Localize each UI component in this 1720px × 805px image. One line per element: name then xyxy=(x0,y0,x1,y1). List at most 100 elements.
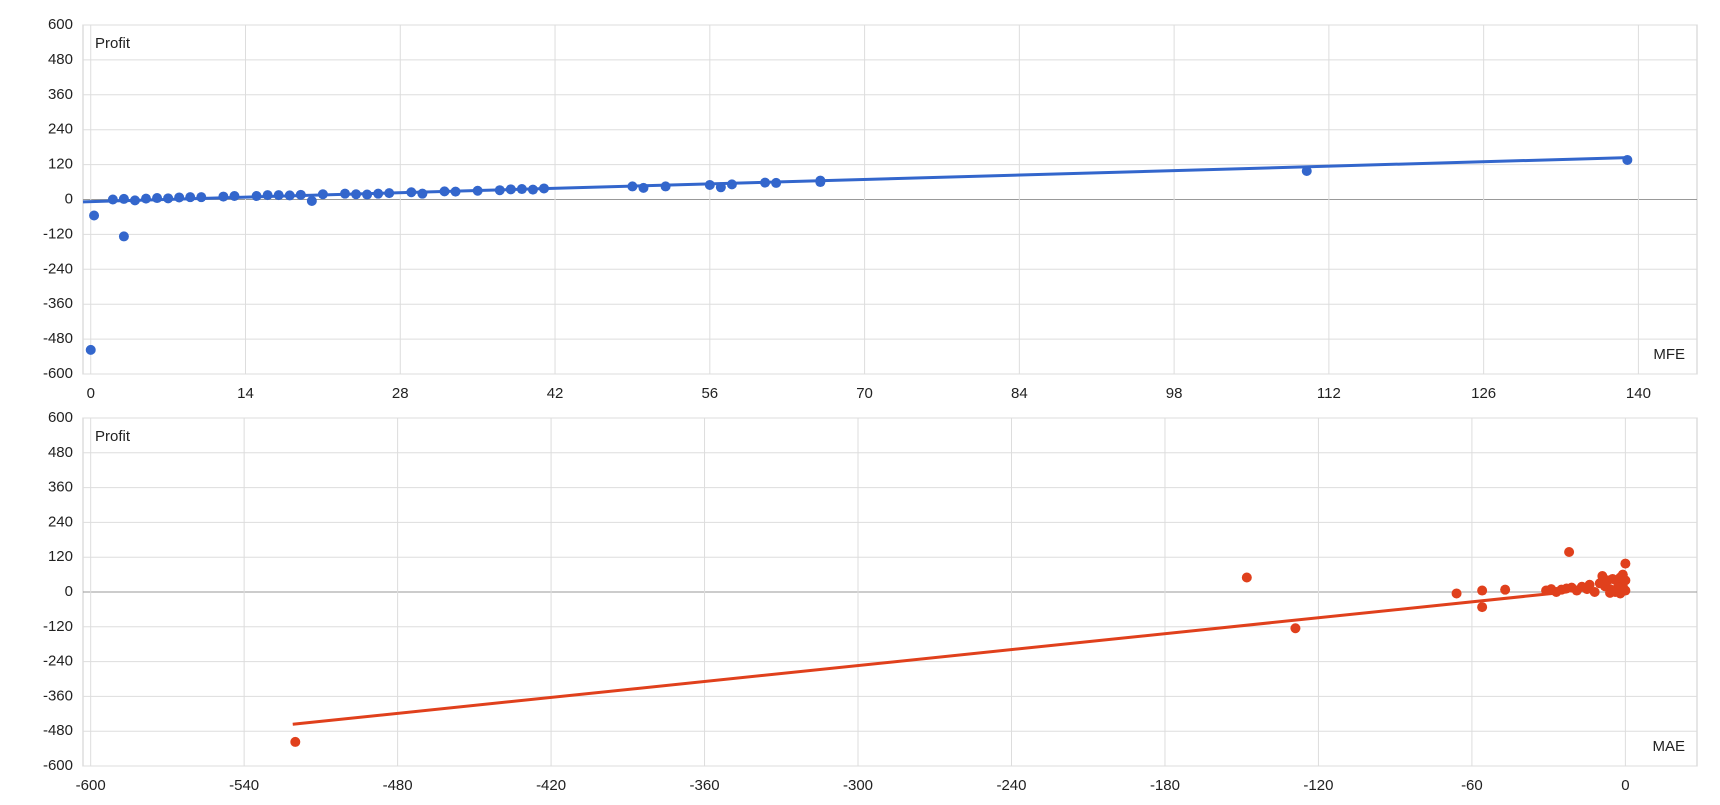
y-tick-label: 0 xyxy=(65,190,73,207)
point xyxy=(527,184,538,195)
x-tick-label: 56 xyxy=(701,385,718,402)
x-axis-label: MAE xyxy=(1652,738,1685,755)
x-tick-label: 126 xyxy=(1471,385,1496,402)
y-tick-label: 240 xyxy=(48,513,73,530)
point xyxy=(384,188,395,199)
x-tick-label: -180 xyxy=(1150,777,1180,794)
point xyxy=(1620,558,1631,569)
y-tick-label: 120 xyxy=(48,156,73,173)
point xyxy=(1451,588,1462,599)
point xyxy=(726,179,737,190)
point xyxy=(505,184,516,195)
x-tick-label: -120 xyxy=(1303,777,1333,794)
y-tick-label: 480 xyxy=(48,444,73,461)
point xyxy=(229,191,240,202)
x-tick-label: 84 xyxy=(1011,385,1028,402)
point xyxy=(118,193,129,204)
y-tick-label: -120 xyxy=(43,618,73,635)
x-tick-label: -480 xyxy=(383,777,413,794)
trendline xyxy=(292,590,1567,726)
point xyxy=(638,182,649,193)
point xyxy=(89,210,100,221)
point xyxy=(163,193,174,204)
x-tick-label: -240 xyxy=(996,777,1026,794)
x-axis-label: MFE xyxy=(1653,346,1685,363)
x-tick-label: 98 xyxy=(1166,385,1183,402)
point xyxy=(351,189,362,200)
point xyxy=(317,189,328,200)
point xyxy=(439,186,450,197)
point xyxy=(107,194,118,205)
point xyxy=(85,344,96,355)
point xyxy=(1241,572,1252,583)
point xyxy=(290,736,301,747)
point xyxy=(295,189,306,200)
x-tick-label: 14 xyxy=(237,385,254,402)
point xyxy=(129,195,140,206)
point xyxy=(306,195,317,206)
x-tick-label: -600 xyxy=(76,777,106,794)
x-tick-label: 70 xyxy=(856,385,873,402)
point xyxy=(174,192,185,203)
point xyxy=(538,183,549,194)
y-tick-label: -360 xyxy=(43,687,73,704)
x-tick-label: -540 xyxy=(229,777,259,794)
y-tick-label: -600 xyxy=(43,365,73,382)
point xyxy=(771,177,782,188)
x-tick-label: 42 xyxy=(547,385,564,402)
point xyxy=(284,190,295,201)
x-tick-label: 28 xyxy=(392,385,409,402)
point xyxy=(1620,585,1631,596)
y-tick-label: 600 xyxy=(48,16,73,33)
y-tick-label: 120 xyxy=(48,548,73,565)
point xyxy=(815,175,826,186)
y-tick-label: -120 xyxy=(43,225,73,242)
point xyxy=(715,182,726,193)
y-tick-label: -480 xyxy=(43,330,73,347)
point xyxy=(494,185,505,196)
point xyxy=(1477,585,1488,596)
y-tick-label: 480 xyxy=(48,51,73,68)
point xyxy=(760,177,771,188)
point xyxy=(218,191,229,202)
point xyxy=(450,186,461,197)
point xyxy=(1290,623,1301,634)
y-tick-label: -480 xyxy=(43,722,73,739)
point xyxy=(152,193,163,204)
point xyxy=(1301,165,1312,176)
point xyxy=(516,184,527,195)
x-tick-label: -60 xyxy=(1461,777,1483,794)
point xyxy=(704,179,715,190)
x-tick-label: -300 xyxy=(843,777,873,794)
y-tick-label: -600 xyxy=(43,757,73,774)
point xyxy=(1605,587,1616,598)
x-tick-label: 0 xyxy=(1621,777,1629,794)
point xyxy=(660,181,671,192)
y-tick-label: 360 xyxy=(48,479,73,496)
y-tick-label: 0 xyxy=(65,583,73,600)
point xyxy=(1584,579,1595,590)
point xyxy=(406,187,417,198)
point xyxy=(185,192,196,203)
point xyxy=(251,191,262,202)
point xyxy=(262,190,273,201)
point xyxy=(362,189,373,200)
point xyxy=(273,190,284,201)
point xyxy=(118,231,129,242)
y-tick-label: 600 xyxy=(48,409,73,426)
point xyxy=(1612,582,1623,593)
y-tick-label: 240 xyxy=(48,121,73,138)
y-axis-label: Profit xyxy=(95,35,131,52)
y-tick-label: -240 xyxy=(43,260,73,277)
point xyxy=(472,185,483,196)
point xyxy=(339,188,350,199)
point xyxy=(1500,584,1511,595)
point xyxy=(196,192,207,203)
point xyxy=(373,188,384,199)
point xyxy=(1477,602,1488,613)
point xyxy=(141,193,152,204)
x-tick-label: -360 xyxy=(690,777,720,794)
point xyxy=(417,188,428,199)
point xyxy=(1564,546,1575,557)
